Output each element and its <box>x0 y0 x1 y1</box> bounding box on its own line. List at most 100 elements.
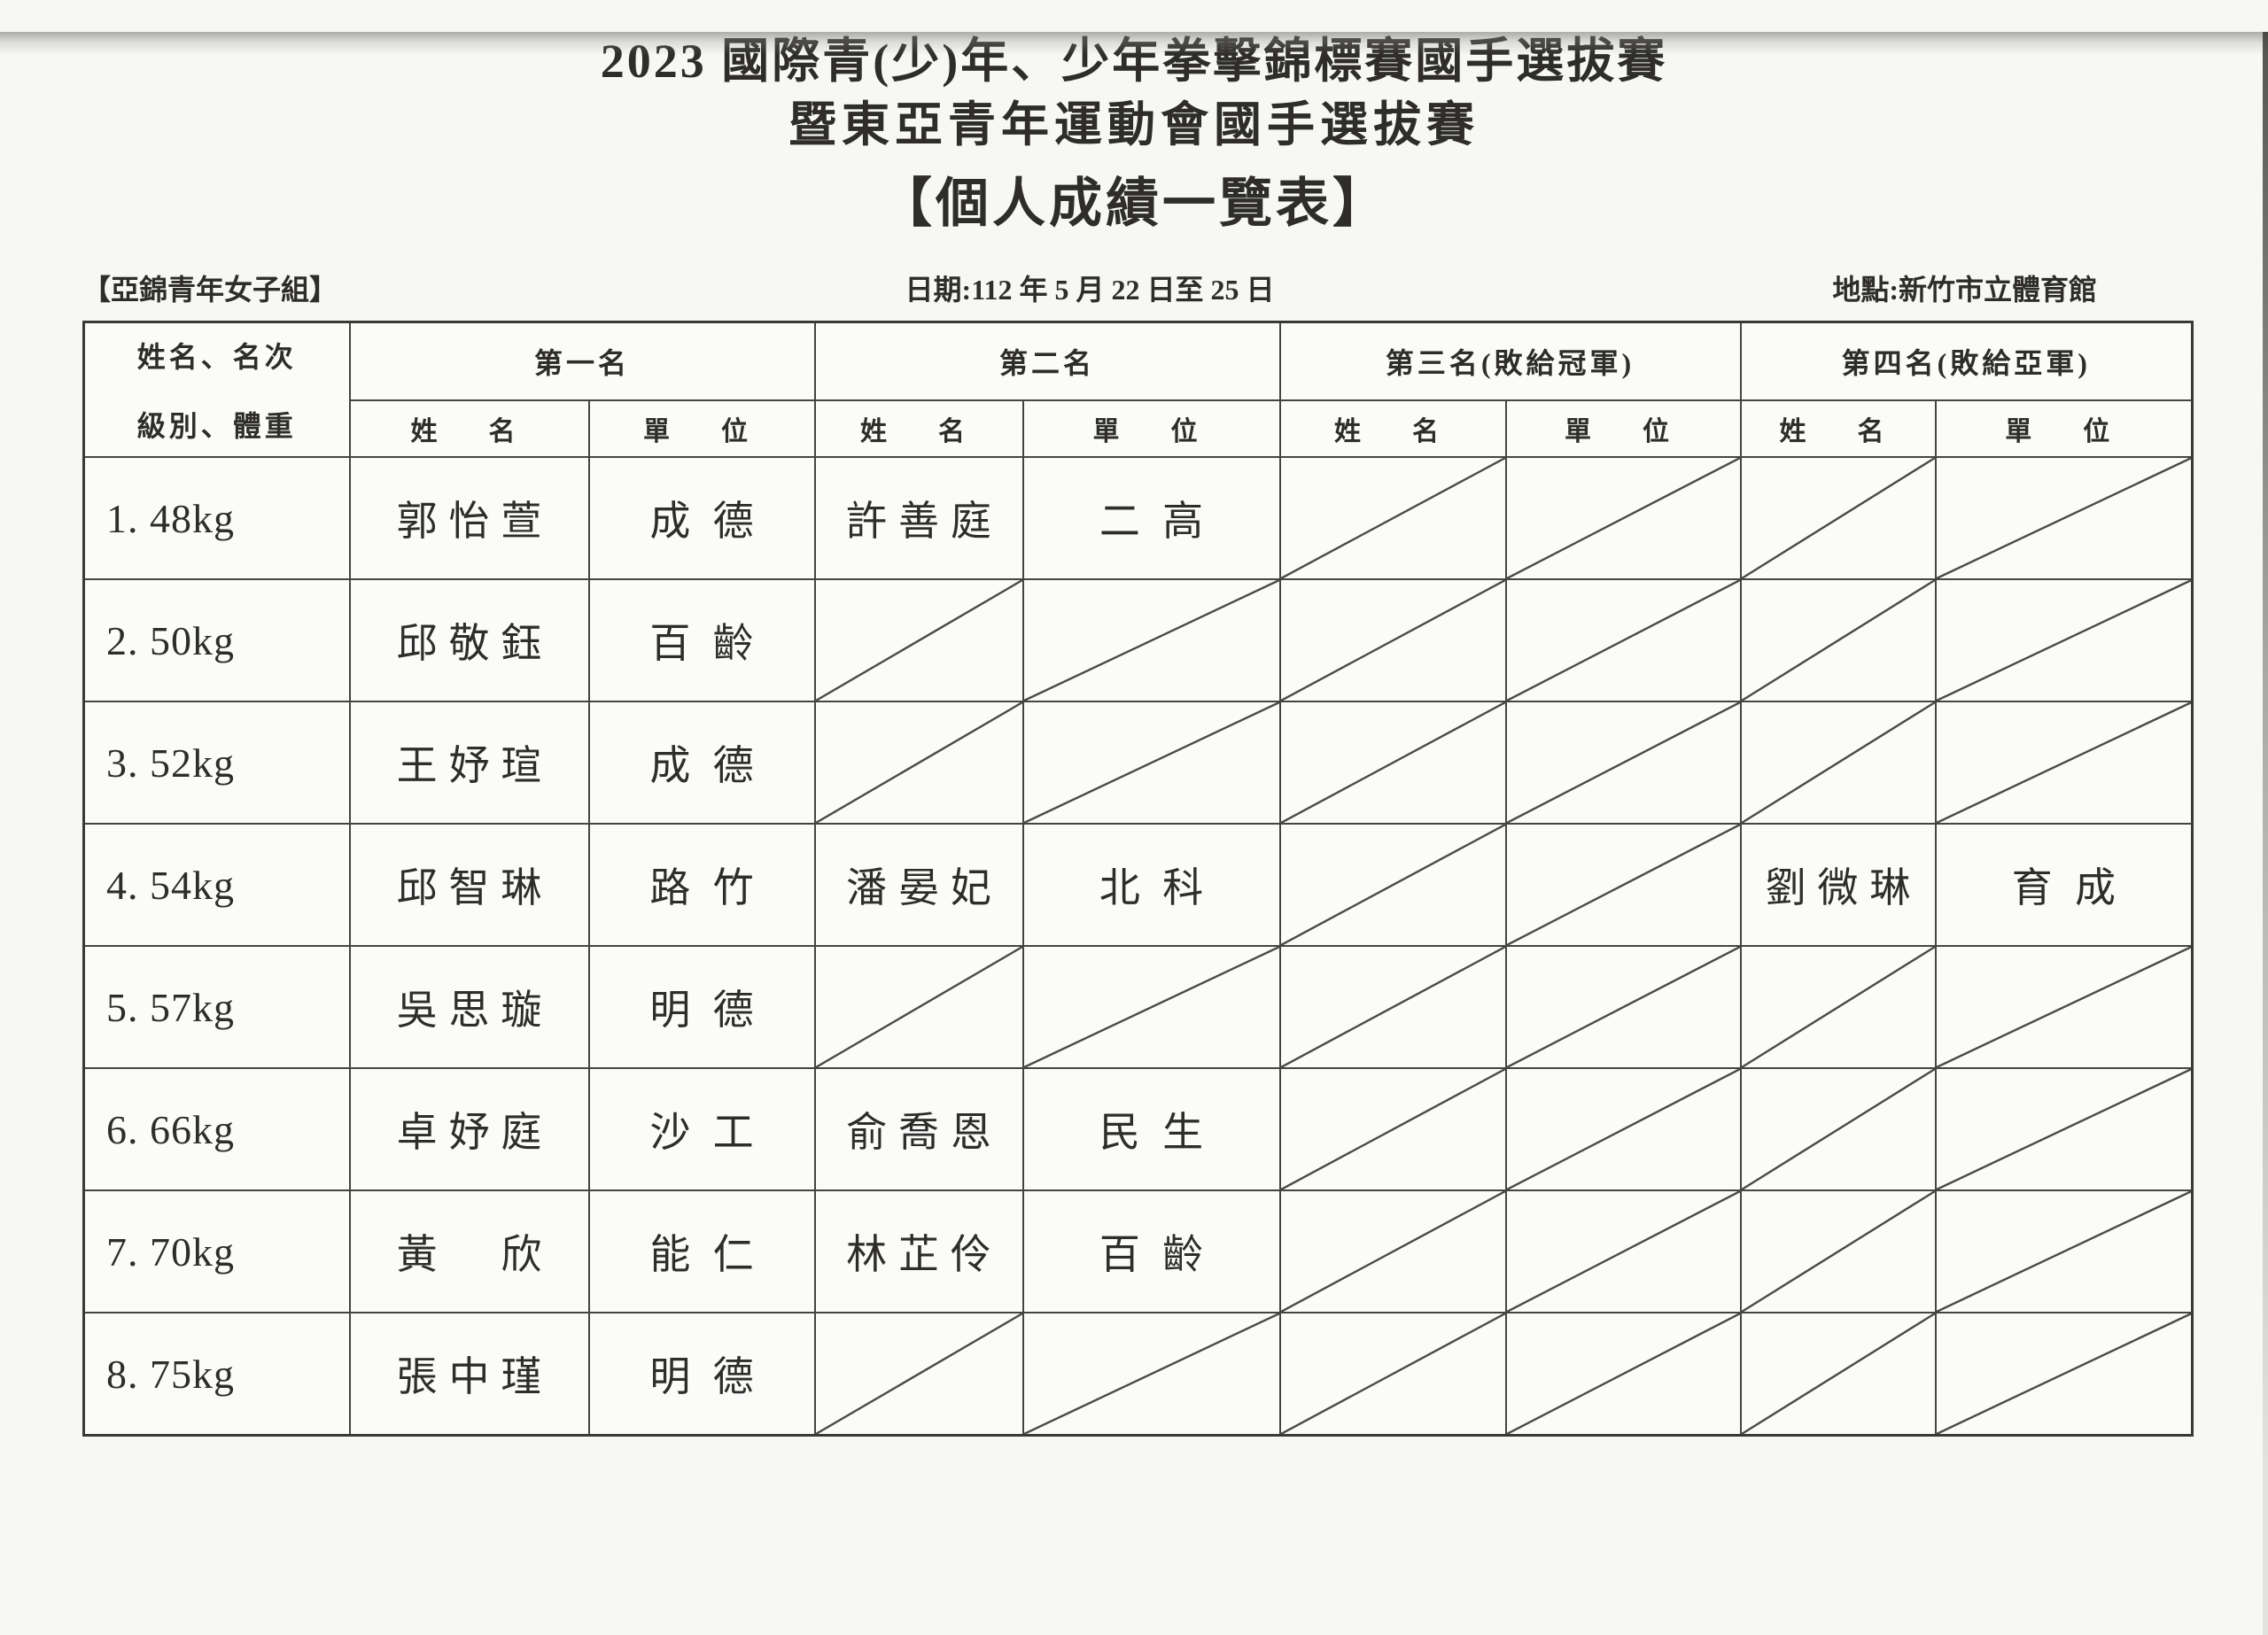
diagonal-slash-line <box>1281 947 1505 1067</box>
diagonal-slash-line <box>1507 580 1740 701</box>
empty-slash-cell <box>1934 456 2194 580</box>
empty-slash-cell <box>1504 578 1742 702</box>
table-row: 1. 48kg 郭怡萱 成德 許善庭 二高 <box>82 456 2194 580</box>
diagonal-slash-line <box>816 947 1022 1067</box>
document-title-line2: 暨東亞青年運動會國手選拔賽 <box>788 97 1480 151</box>
empty-slash-cell <box>1278 1312 1507 1437</box>
athlete-unit-cell: 明德 <box>587 1312 816 1437</box>
athlete-unit-cell: 百齡 <box>587 578 816 702</box>
diagonal-slash-line <box>1507 947 1740 1067</box>
info-row: 【亞錦青年女子組】 日期:112 年 5 月 22 日至 25 日 地點:新竹市… <box>82 267 2186 308</box>
athlete-unit-cell: 百齡 <box>1021 1189 1281 1313</box>
empty-slash-cell <box>1278 701 1507 825</box>
athlete-unit-cell: 成德 <box>587 456 816 580</box>
sub-header-name-1: 姓 名 <box>348 399 590 458</box>
corner-header-line1: 姓名、名次 <box>136 341 297 373</box>
empty-slash-cell <box>1504 823 1742 947</box>
empty-slash-cell <box>813 945 1024 1069</box>
diagonal-slash-line <box>1742 1313 1935 1434</box>
athlete-name-cell: 許善庭 <box>813 456 1024 580</box>
diagonal-slash-line <box>1281 580 1505 701</box>
empty-slash-cell <box>1278 945 1507 1069</box>
athlete-name-cell: 郭怡萱 <box>348 456 590 580</box>
diagonal-slash-line <box>816 702 1022 823</box>
sub-header-name-4: 姓 名 <box>1739 399 1937 458</box>
table-row: 8. 75kg 張中瑾 明德 <box>82 1312 2194 1437</box>
table-row: 2. 50kg 邱敬鈺 百齡 <box>82 578 2194 702</box>
diagonal-slash-line <box>1281 1191 1505 1312</box>
diagonal-slash-line <box>1937 702 2192 823</box>
athlete-name-cell: 吳思璇 <box>348 945 590 1069</box>
diagonal-slash-line <box>1507 1069 1740 1189</box>
diagonal-slash-line <box>1281 1069 1505 1189</box>
diagonal-slash-line <box>1507 1191 1740 1312</box>
athlete-name-cell: 邱敬鈺 <box>348 578 590 702</box>
diagonal-slash-line <box>1742 1069 1935 1189</box>
table-row: 5. 57kg 吳思璇 明德 <box>82 945 2194 1069</box>
empty-slash-cell <box>1934 1067 2194 1191</box>
table-row: 6. 66kg 卓妤庭 沙工 俞喬恩 民生 <box>82 1067 2194 1191</box>
sub-header-unit-1: 單 位 <box>587 399 816 458</box>
empty-slash-cell <box>1021 1312 1281 1437</box>
athlete-unit-cell: 沙工 <box>587 1067 816 1191</box>
diagonal-slash-line <box>1937 947 2192 1067</box>
empty-slash-cell <box>1504 1312 1742 1437</box>
corner-header-cell: 姓名、名次 級別、體重 <box>82 321 351 458</box>
empty-slash-cell <box>1934 578 2194 702</box>
place-header-4: 第四名(敗給亞軍) <box>1739 321 2194 401</box>
athlete-name-cell: 林芷伶 <box>813 1189 1024 1313</box>
diagonal-slash-line <box>1937 580 2192 701</box>
place-header-3: 第三名(敗給冠軍) <box>1278 321 1742 401</box>
empty-slash-cell <box>1021 945 1281 1069</box>
sub-header-unit-4: 單 位 <box>1934 399 2194 458</box>
results-table: 姓名、名次 級別、體重 第一名 第二名 第三名(敗給冠軍) 第四名(敗給亞軍) … <box>82 321 2194 1437</box>
empty-slash-cell <box>1739 1067 1937 1191</box>
diagonal-slash-line <box>1281 1313 1505 1434</box>
diagonal-slash-line <box>1281 825 1505 945</box>
athlete-unit-cell: 能仁 <box>587 1189 816 1313</box>
group-label: 【亞錦青年女子組】 <box>82 274 338 306</box>
athlete-name-cell: 俞喬恩 <box>813 1067 1024 1191</box>
diagonal-slash-line <box>1281 702 1505 823</box>
diagonal-slash-line <box>1742 458 1935 578</box>
date-label: 日期:112 年 5 月 22 日至 25 日 <box>905 274 1275 306</box>
empty-slash-cell <box>1504 1189 1742 1313</box>
diagonal-slash-line <box>1742 947 1935 1067</box>
weight-class-cell: 8. 75kg <box>82 1312 351 1437</box>
athlete-unit-cell: 北科 <box>1021 823 1281 947</box>
empty-slash-cell <box>1739 456 1937 580</box>
diagonal-slash-line <box>1024 580 1279 701</box>
empty-slash-cell <box>1278 456 1507 580</box>
diagonal-slash-line <box>1024 1313 1279 1434</box>
diagonal-slash-line <box>1742 580 1935 701</box>
place-header-1: 第一名 <box>348 321 816 401</box>
empty-slash-cell <box>813 578 1024 702</box>
athlete-unit-cell: 二高 <box>1021 456 1281 580</box>
diagonal-slash-line <box>1937 1191 2192 1312</box>
weight-class-cell: 4. 54kg <box>82 823 351 947</box>
corner-header-line2: 級別、體重 <box>136 410 297 442</box>
empty-slash-cell <box>1504 456 1742 580</box>
diagonal-slash-line <box>1742 1191 1935 1312</box>
empty-slash-cell <box>1739 578 1937 702</box>
document-title-line1: 2023 國際青(少)年、少年拳擊錦標賽國手選拔賽 <box>600 35 1668 88</box>
empty-slash-cell <box>1739 945 1937 1069</box>
empty-slash-cell <box>1278 578 1507 702</box>
diagonal-slash-line <box>1937 1069 2192 1189</box>
table-row: 4. 54kg 邱智琳 路竹 潘晏妃 北科 劉微琳 育成 <box>82 823 2194 947</box>
athlete-name-cell: 卓妤庭 <box>348 1067 590 1191</box>
empty-slash-cell <box>1739 701 1937 825</box>
athlete-unit-cell: 民生 <box>1021 1067 1281 1191</box>
empty-slash-cell <box>1504 1067 1742 1191</box>
table-row: 3. 52kg 王妤瑄 成德 <box>82 701 2194 825</box>
empty-slash-cell <box>1021 701 1281 825</box>
athlete-unit-cell: 路竹 <box>587 823 816 947</box>
diagonal-slash-line <box>816 1313 1022 1434</box>
weight-class-cell: 3. 52kg <box>82 701 351 825</box>
diagonal-slash-line <box>1024 947 1279 1067</box>
results-table-body: 1. 48kg 郭怡萱 成德 許善庭 二高 2. 50kg 邱敬鈺 百齡 3. 52kg 王妤瑄成… <box>82 456 2194 1437</box>
weight-class-cell: 7. 70kg <box>82 1189 351 1313</box>
athlete-name-cell: 張中瑾 <box>348 1312 590 1437</box>
empty-slash-cell <box>1934 1189 2194 1313</box>
diagonal-slash-line <box>1281 458 1505 578</box>
